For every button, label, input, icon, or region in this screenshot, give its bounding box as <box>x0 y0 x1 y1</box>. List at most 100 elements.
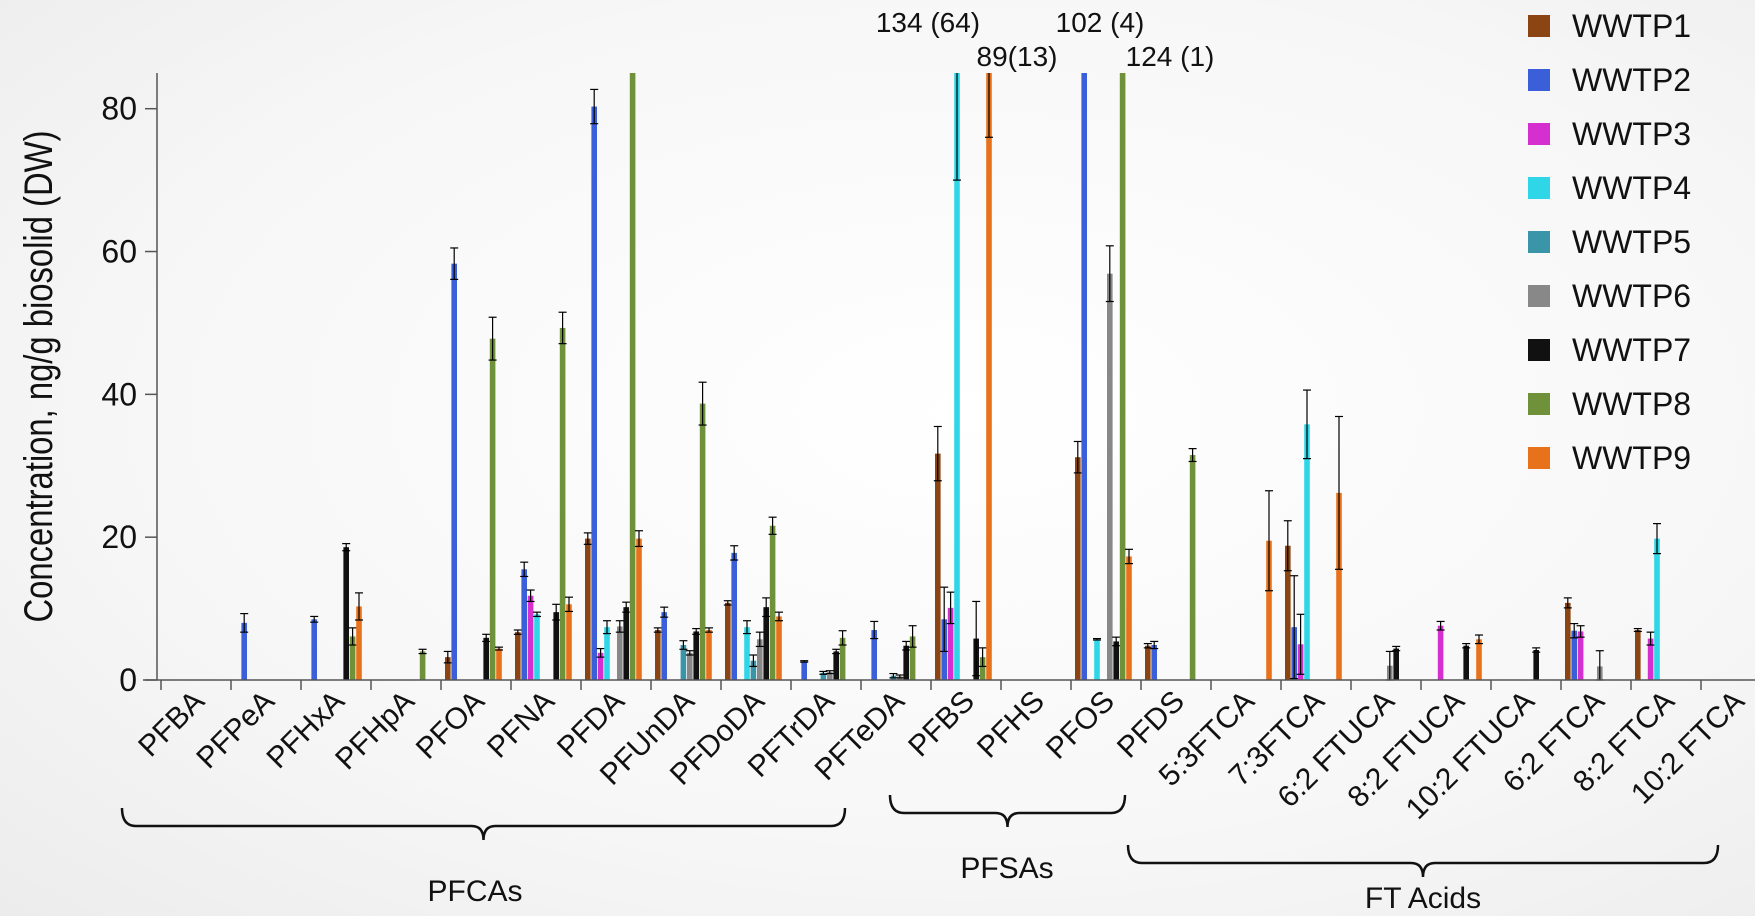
bar-wwtp9-pfna <box>566 604 572 680</box>
x-tick-label: PFNA <box>481 685 561 765</box>
bar-wwtp1-82ftca <box>1635 630 1641 680</box>
bar-wwtp1-pfds <box>1145 645 1151 680</box>
bar-wwtp8-pfhxa <box>349 636 356 680</box>
bar-wwtp2-pfpea <box>241 622 247 680</box>
bar-wwtp6-pfos <box>1107 273 1113 680</box>
legend-label: WWTP2 <box>1572 62 1691 98</box>
legend-label: WWTP1 <box>1572 8 1691 44</box>
bar-wwtp3-pfna <box>527 595 534 680</box>
bar-wwtp7-pfhxa <box>343 547 349 680</box>
bar-wwtp6-pftrda <box>827 672 833 680</box>
bar-wwtp5-pfunda <box>680 645 687 680</box>
bar-wwtp7-pfda <box>623 607 629 680</box>
bar-wwtp1-pfdoda <box>725 602 731 680</box>
bars <box>240 73 1661 681</box>
y-tick-label: 20 <box>101 519 137 555</box>
bar-wwtp2-pfds <box>1151 645 1157 680</box>
off-scale-annotation: 102 (4) <box>1056 7 1145 38</box>
legend-swatch <box>1528 285 1550 307</box>
bar-wwtp1-62ftca <box>1565 602 1571 680</box>
bar-wwtp8-pfdoda <box>769 525 776 680</box>
legend-label: WWTP8 <box>1572 386 1691 422</box>
bar-wwtp3-62ftca <box>1577 631 1584 680</box>
bar-wwtp2-pfda <box>591 106 597 680</box>
bar-wwtp9-pfhxa <box>356 606 362 680</box>
bar-wwtp7-62ftuca <box>1393 648 1399 680</box>
bar-wwtp4-pfos <box>1094 639 1100 680</box>
bar-wwtp3-pfbs <box>947 607 954 680</box>
bar-wwtp9-pfos <box>1126 556 1132 680</box>
x-tick-label: PFBS <box>902 685 981 764</box>
bar-wwtp2-pfdoda <box>731 552 737 680</box>
bar-wwtp7-82ftuca <box>1463 645 1469 680</box>
bar-wwtp3-pfda <box>597 652 604 680</box>
bar-wwtp7-pfos <box>1113 641 1119 680</box>
bar-wwtp6-pfdoda <box>757 639 763 680</box>
bar-wwtp2-pftrda <box>801 661 807 680</box>
x-tick-label: PFOS <box>1040 685 1121 766</box>
bar-wwtp9-pfda <box>636 538 642 680</box>
bar-wwtp1-pfna <box>515 632 521 680</box>
bar-wwtp2-pfhxa <box>311 619 317 680</box>
legend-swatch <box>1528 393 1550 415</box>
legend-swatch <box>1528 15 1550 37</box>
bar-wwtp5-pftrda <box>820 672 827 680</box>
y-tick-label: 80 <box>101 91 137 127</box>
bar-wwtp8-pfunda <box>699 403 706 680</box>
bar-wwtp8-pfteda <box>909 636 916 680</box>
bar-wwtp2-pfna <box>521 569 527 680</box>
group-brace <box>1126 844 1720 878</box>
bar-wwtp4-pfdoda <box>744 627 750 680</box>
bar-wwtp5-pfdoda <box>750 660 757 680</box>
bar-wwtp9-73ftca <box>1336 492 1342 680</box>
group-label: PFCAs <box>427 875 522 908</box>
off-scale-annotation: 124 (1) <box>1126 41 1215 72</box>
bar-wwtp8-pfos <box>1119 73 1126 680</box>
bar-wwtp9-pfunda <box>706 630 712 680</box>
bar-wwtp7-pfdoda <box>763 607 769 680</box>
legend-swatch <box>1528 69 1550 91</box>
bar-wwtp9-pfbs <box>986 73 992 680</box>
x-tick-label: PFPeA <box>190 685 281 776</box>
legend: WWTP1 WWTP2 WWTP3 WWTP4 WWTP5 WWTP6 WWTP7 WWTP8… <box>1528 8 1691 476</box>
bar-wwtp6-pfda <box>617 626 623 680</box>
bar-wwtp3-82ftca <box>1647 638 1654 680</box>
bar-wwtp2-pfunda <box>661 612 667 680</box>
bar-wwtp4-pfna <box>534 614 540 680</box>
axes <box>143 73 1755 690</box>
legend-label: WWTP5 <box>1572 224 1691 260</box>
bar-wwtp8-pfna <box>559 327 566 680</box>
bar-wwtp8-pfds <box>1189 455 1196 680</box>
y-tick-label: 0 <box>119 662 137 698</box>
bar-wwtp1-pfbs <box>935 453 941 680</box>
bar-wwtp1-73ftca <box>1285 545 1291 680</box>
legend-swatch <box>1528 177 1550 199</box>
bar-wwtp9-pfdoda <box>776 616 782 680</box>
bar-wwtp8-pftrda <box>839 637 846 680</box>
bar-wwtp4-73ftca <box>1304 424 1310 680</box>
bar-wwtp7-pfunda <box>693 631 699 680</box>
legend-swatch <box>1528 339 1550 361</box>
legend-swatch <box>1528 447 1550 469</box>
bar-wwtp8-pfhpa <box>419 651 426 680</box>
bar-wwtp2-pfos <box>1081 73 1087 680</box>
labels: 0 20 40 60 80 Concentration, ng/g biosolid (D… <box>16 7 1751 915</box>
group-brace <box>120 807 847 841</box>
bar-wwtp4-pfda <box>604 627 610 680</box>
off-scale-annotation: 134 (64) <box>876 7 980 38</box>
bar-wwtp1-pfda <box>585 538 591 680</box>
bar-wwtp2-62ftca <box>1571 630 1577 680</box>
bar-wwtp4-82ftca <box>1654 538 1660 680</box>
x-tick-label: PFHpA <box>329 685 421 777</box>
group-brace <box>888 794 1127 828</box>
bar-wwtp4-pfbs <box>954 73 960 680</box>
x-tick-label: PFHS <box>971 685 1051 765</box>
legend-label: WWTP6 <box>1572 278 1691 314</box>
bar-wwtp2-pfoa <box>451 263 457 680</box>
legend-swatch <box>1528 231 1550 253</box>
legend-label: WWTP9 <box>1572 440 1691 476</box>
bar-wwtp1-pfunda <box>655 630 661 680</box>
bar-wwtp8-pfbs <box>979 657 986 680</box>
y-tick-label: 40 <box>101 376 137 412</box>
group-label: PFSAs <box>960 852 1053 885</box>
